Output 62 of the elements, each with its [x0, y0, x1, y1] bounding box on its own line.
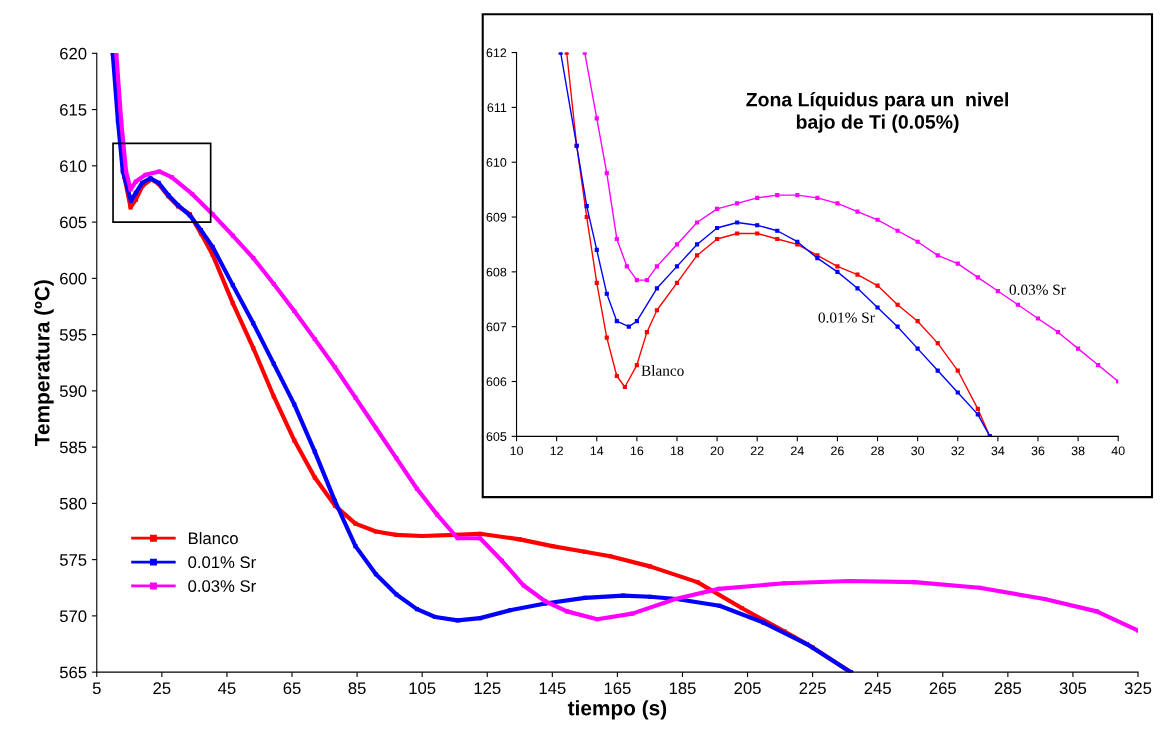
x-tick-label: 36: [1031, 446, 1045, 456]
y-tick-label: 620: [60, 47, 87, 60]
x-tick-label: 25: [153, 682, 171, 695]
y-tick-label: 607: [486, 322, 507, 332]
x-tick-label: 10: [510, 446, 523, 456]
y-tick-label: 585: [59, 441, 87, 454]
y-tick-label: 565: [59, 666, 87, 679]
x-tick-label: 12: [550, 446, 563, 456]
x-tick-label: 22: [750, 446, 764, 456]
y-tick-label: 612: [486, 48, 507, 58]
y-tick-label: 610: [60, 160, 87, 173]
x-tick-label: 325: [1124, 682, 1152, 695]
y-tick-label: 608: [486, 267, 507, 277]
y-tick-label: 610: [486, 158, 507, 167]
x-tick-label: 305: [1059, 682, 1087, 695]
x-tick-label: 285: [994, 682, 1022, 695]
y-tick-label: 611: [487, 103, 507, 113]
y-tick-label: 605: [60, 216, 87, 229]
x-tick-label: 165: [604, 682, 631, 695]
x-tick-label: 14: [590, 446, 604, 456]
x-tick-label: 34: [991, 446, 1005, 456]
y-tick-label: 605: [486, 432, 507, 441]
x-tick-label: 38: [1071, 446, 1085, 456]
text: Zona Líquidus para un nivel bajo de Ti (0.05%): [746, 92, 1008, 133]
y-tick-label: 580: [59, 497, 87, 510]
x-tick-label: 30: [911, 446, 925, 456]
x-tick-label: 5: [92, 682, 101, 695]
legend-label: 0.03% Sr: [188, 580, 256, 592]
x-tick-label: 26: [831, 446, 844, 456]
x-tick-label: 32: [951, 446, 965, 456]
x-tick-label: 28: [871, 446, 884, 456]
y-tick-label: 590: [59, 385, 87, 398]
legend-label: Blanco: [188, 531, 238, 545]
y-tick-label: 609: [486, 212, 507, 222]
x-tick-label: 24: [790, 446, 804, 456]
x-tick-label: 20: [710, 446, 724, 456]
x-tick-label: 45: [218, 682, 236, 695]
x-tick-label: 225: [799, 682, 826, 695]
x-tick-label: 245: [864, 682, 891, 695]
x-tick-label: 85: [348, 682, 366, 695]
y-tick-label: 606: [486, 377, 507, 387]
annotation: 0.01% Sr: [818, 312, 875, 323]
x-tick-label: 65: [283, 682, 301, 695]
x-tick-label: 40: [1111, 446, 1125, 456]
annotation: 0.03% Sr: [1009, 284, 1066, 295]
x-tick-label: 265: [929, 682, 956, 695]
x-tick-label: 18: [670, 446, 684, 456]
y-tick-label: 600: [60, 272, 87, 285]
x-tick-label: 145: [539, 682, 566, 695]
x-tick-label: 105: [409, 682, 436, 695]
y-axis-title: Temperatura (ºC): [34, 280, 54, 446]
y-tick-label: 615: [60, 103, 87, 116]
x-tick-label: 185: [669, 682, 696, 695]
annotation: Blanco: [641, 365, 684, 376]
y-tick-label: 570: [59, 610, 87, 623]
x-tick-label: 125: [474, 682, 501, 695]
x-tick-label: 205: [734, 682, 761, 695]
legend-label: 0.01% Sr: [188, 556, 256, 569]
y-tick-label: 575: [59, 554, 87, 566]
x-tick-label: 16: [630, 446, 644, 456]
x-axis-title: tiempo (s): [567, 700, 667, 720]
y-tick-label: 595: [59, 329, 87, 341]
